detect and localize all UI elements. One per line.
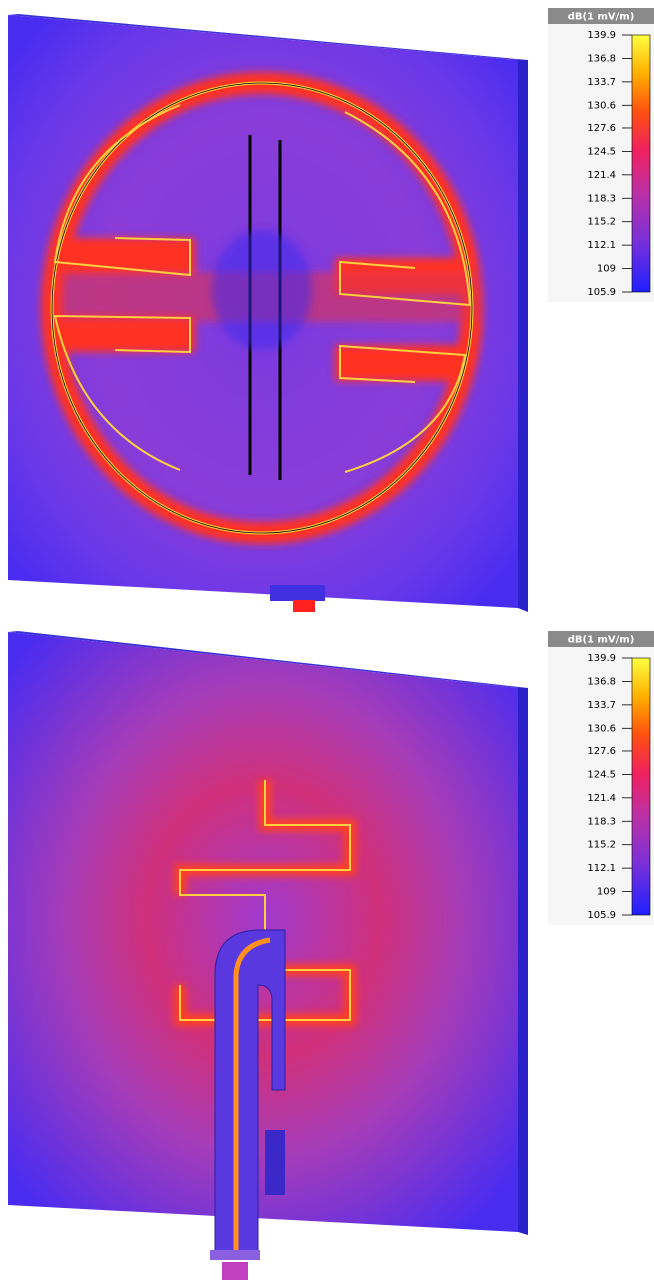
connector: [270, 585, 325, 601]
tick-label: 112.1: [587, 240, 616, 251]
tick-label: 105.9: [587, 910, 616, 921]
colorbars: dB(1 mV/m) 139.9 136.8 133.7 130.6 127.6 124.5…: [548, 8, 654, 925]
panel-1: [8, 14, 528, 612]
connector: [210, 1250, 260, 1260]
tick-label: 112.1: [587, 863, 616, 874]
support: [265, 1130, 285, 1195]
tick-label: 127.6: [587, 746, 616, 757]
tick-label: 124.5: [587, 769, 616, 780]
tick-label: 136.8: [587, 53, 616, 64]
tick-label: 139.9: [587, 653, 616, 664]
panel-2: [8, 631, 528, 1280]
tick-label: 115.2: [587, 217, 616, 228]
tick-label: 121.4: [587, 793, 616, 804]
screenshot: dB(1 mV/m) 139.9 136.8 133.7 130.6 127.6 124.5…: [0, 0, 654, 1286]
tick-label: 121.4: [587, 170, 616, 181]
colorbar-gradient: [632, 35, 650, 292]
tick-label: 139.9: [587, 30, 616, 41]
tick-label: 118.3: [587, 193, 616, 204]
port: [222, 1262, 248, 1280]
colorbar-gradient: [632, 658, 650, 915]
tick-label: 130.6: [587, 723, 616, 734]
tick-label: 133.7: [587, 77, 616, 88]
tick-label: 105.9: [587, 287, 616, 298]
colorbar: dB(1 mV/m) 139.9 136.8 133.7 130.6 127.6 124.5…: [548, 8, 654, 302]
tick-label: 124.5: [587, 146, 616, 157]
tick-label: 118.3: [587, 816, 616, 827]
tick-label: 130.6: [587, 100, 616, 111]
colorbar-title: dB(1 mV/m): [568, 12, 635, 23]
colorbar-title: dB(1 mV/m): [568, 635, 635, 646]
colorbar: dB(1 mV/m) 139.9 136.8 133.7 130.6 127.6 124.5…: [548, 631, 654, 925]
tick-label: 127.6: [587, 123, 616, 134]
tick-label: 136.8: [587, 676, 616, 687]
tick-label: 109: [597, 887, 616, 898]
tick-label: 133.7: [587, 700, 616, 711]
plate-edge: [518, 688, 528, 1235]
port: [293, 600, 315, 612]
tick-label: 115.2: [587, 840, 616, 851]
tick-label: 109: [597, 264, 616, 275]
plate-edge: [518, 60, 528, 612]
